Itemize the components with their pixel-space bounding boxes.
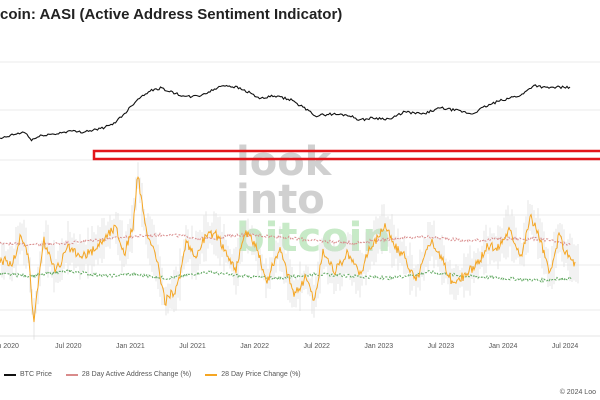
series-layer [0, 84, 576, 323]
x-tick-label: Jul 2020 [55, 343, 82, 350]
watermark-into: into [236, 177, 325, 223]
x-tick-label: Jan 2024 [489, 343, 518, 350]
x-tick-label: an 2020 [0, 343, 19, 350]
x-tick-label: Jul 2022 [303, 343, 330, 350]
x-tick-label: Jan 2023 [364, 343, 393, 350]
x-tick-label: Jan 2022 [240, 343, 269, 350]
watermark-bitcoin: bitcoin [236, 215, 391, 261]
series-line-28-day-price-change [0, 175, 576, 323]
watermark-look: look [236, 139, 333, 185]
highlight-box [92, 149, 600, 161]
series-line-active-address-lower-band [0, 269, 572, 284]
legend-label: BTC Price [20, 371, 52, 378]
watermark: look into bitcoin [236, 139, 391, 261]
x-tick-label: Jul 2023 [428, 343, 455, 350]
series-line-28-day-active-address-change [0, 232, 572, 247]
legend-item-active-address[interactable]: 28 Day Active Address Change (%) [65, 371, 192, 378]
copyright: © 2024 Loo [559, 389, 596, 396]
chart-title: coin: AASI (Active Address Sentiment Ind… [0, 6, 343, 23]
x-tick-label: Jan 2021 [116, 343, 145, 350]
legend-item-btc-price[interactable]: BTC Price [4, 371, 52, 378]
legend-swatch [205, 373, 218, 376]
legend-swatch [65, 373, 78, 376]
legend-label: 28 Day Price Change (%) [221, 371, 301, 378]
x-tick-label: Jul 2021 [179, 343, 206, 350]
legend-item-price-change[interactable]: 28 Day Price Change (%) [205, 371, 301, 378]
legend-swatch [4, 373, 16, 376]
x-tick-label: Jul 2024 [552, 343, 579, 350]
legend: BTC Price 28 Day Active Address Change (… [4, 371, 301, 378]
legend-label: 28 Day Active Address Change (%) [81, 371, 192, 378]
series-line-btc-price [0, 84, 571, 142]
x-axis-ticks: an 2020 Jul 2020 Jan 2021 Jul 2021 Jan 2022 J… [0, 343, 578, 350]
